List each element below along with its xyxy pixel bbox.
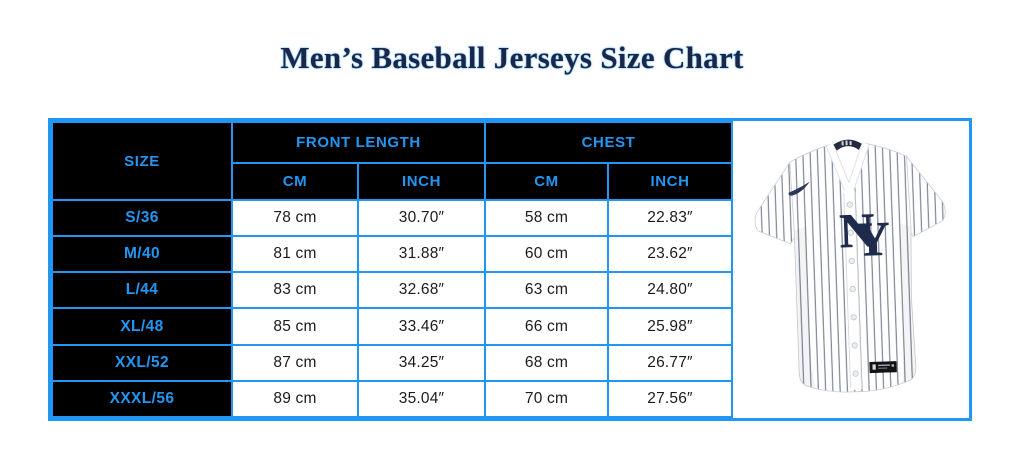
size-label: S/36 [51,198,233,238]
jersey-left-sleeve [754,160,803,244]
front-length-inch-value: 35.04″ [356,379,487,419]
table-row: XXL/52 87 cm 34.25″ 68 cm 26.77″ [51,343,734,382]
header-size: SIZE [51,121,233,201]
size-label: L/44 [51,271,233,310]
collar-tag-mark [841,140,844,145]
front-length-inch-value: 34.25″ [356,343,487,382]
nike-swoosh-icon [788,181,810,196]
jock-tag [869,360,897,373]
ny-logo-icon: N Y [838,203,891,266]
header-group-front-length: FRONT LENGTH [230,121,487,164]
front-length-cm-value: 81 cm [231,235,359,274]
page-title: Men’s Baseball Jerseys Size Chart [280,40,744,75]
chest-inch-value: 23.62″ [607,235,734,274]
chest-inch-value: 25.98″ [607,307,734,346]
collar-tag-mark [845,140,848,145]
front-length-inch-value: 31.88″ [356,235,487,274]
size-label: XL/48 [51,307,233,346]
chest-cm-value: 66 cm [484,307,610,346]
chest-cm-value: 68 cm [484,343,610,382]
jersey-image-panel: N Y [733,121,969,418]
header-chest-inch: INCH [607,162,734,201]
placket-seam [854,191,863,388]
table-row: L/44 83 cm 32.68″ 63 cm 24.80″ [51,271,734,310]
chest-inch-value: 22.83″ [607,198,734,238]
placket-seam [843,192,852,388]
table-row: M/40 81 cm 31.88″ 60 cm 23.62″ [51,235,734,274]
header-group-chest: CHEST [484,121,734,164]
jersey-buttons [846,200,859,377]
chest-cm-value: 63 cm [484,271,610,310]
ny-logo-n: N [839,204,876,258]
front-length-cm-value: 87 cm [231,343,359,382]
front-length-cm-value: 83 cm [231,271,359,310]
front-length-inch-value: 32.68″ [356,271,487,310]
front-length-cm-value: 89 cm [231,379,359,419]
chest-cm-value: 70 cm [484,379,610,419]
size-label: XXL/52 [51,343,233,382]
front-length-inch-value: 33.46″ [356,307,487,346]
header-front-cm: CM [231,162,359,201]
chest-cm-value: 58 cm [484,198,610,238]
ny-logo-y: Y [854,212,891,266]
front-length-cm-value: 78 cm [231,198,359,238]
jersey-shade-left [794,225,816,388]
header-chest-cm: CM [484,162,610,201]
size-chart-frame: SIZE FRONT LENGTH CHEST CM INCH CM INCH … [48,118,972,421]
collar-tag [833,139,862,151]
jersey-shade-right [898,222,916,383]
size-chart-table: SIZE FRONT LENGTH CHEST CM INCH CM INCH … [51,121,734,419]
front-length-inch-value: 30.70″ [356,198,487,238]
collar-tag-mark [849,140,852,145]
header-front-inch: INCH [356,162,487,201]
table-row: XL/48 85 cm 33.46″ 66 cm 25.98″ [51,307,734,346]
table-row: XXXL/56 89 cm 35.04″ 70 cm 27.56″ [51,379,734,419]
front-length-cm-value: 85 cm [231,307,359,346]
chest-inch-value: 24.80″ [607,271,734,310]
table-row: S/36 78 cm 30.70″ 58 cm 22.83″ [51,198,734,238]
jersey-right-sleeve [900,154,946,237]
size-label: XXXL/56 [51,379,233,419]
chest-inch-value: 26.77″ [607,343,734,382]
size-label: M/40 [51,235,233,274]
chest-cm-value: 60 cm [484,235,610,274]
chest-inch-value: 27.56″ [607,379,734,419]
yankees-pinstripe-jersey-image: N Y [754,139,946,392]
